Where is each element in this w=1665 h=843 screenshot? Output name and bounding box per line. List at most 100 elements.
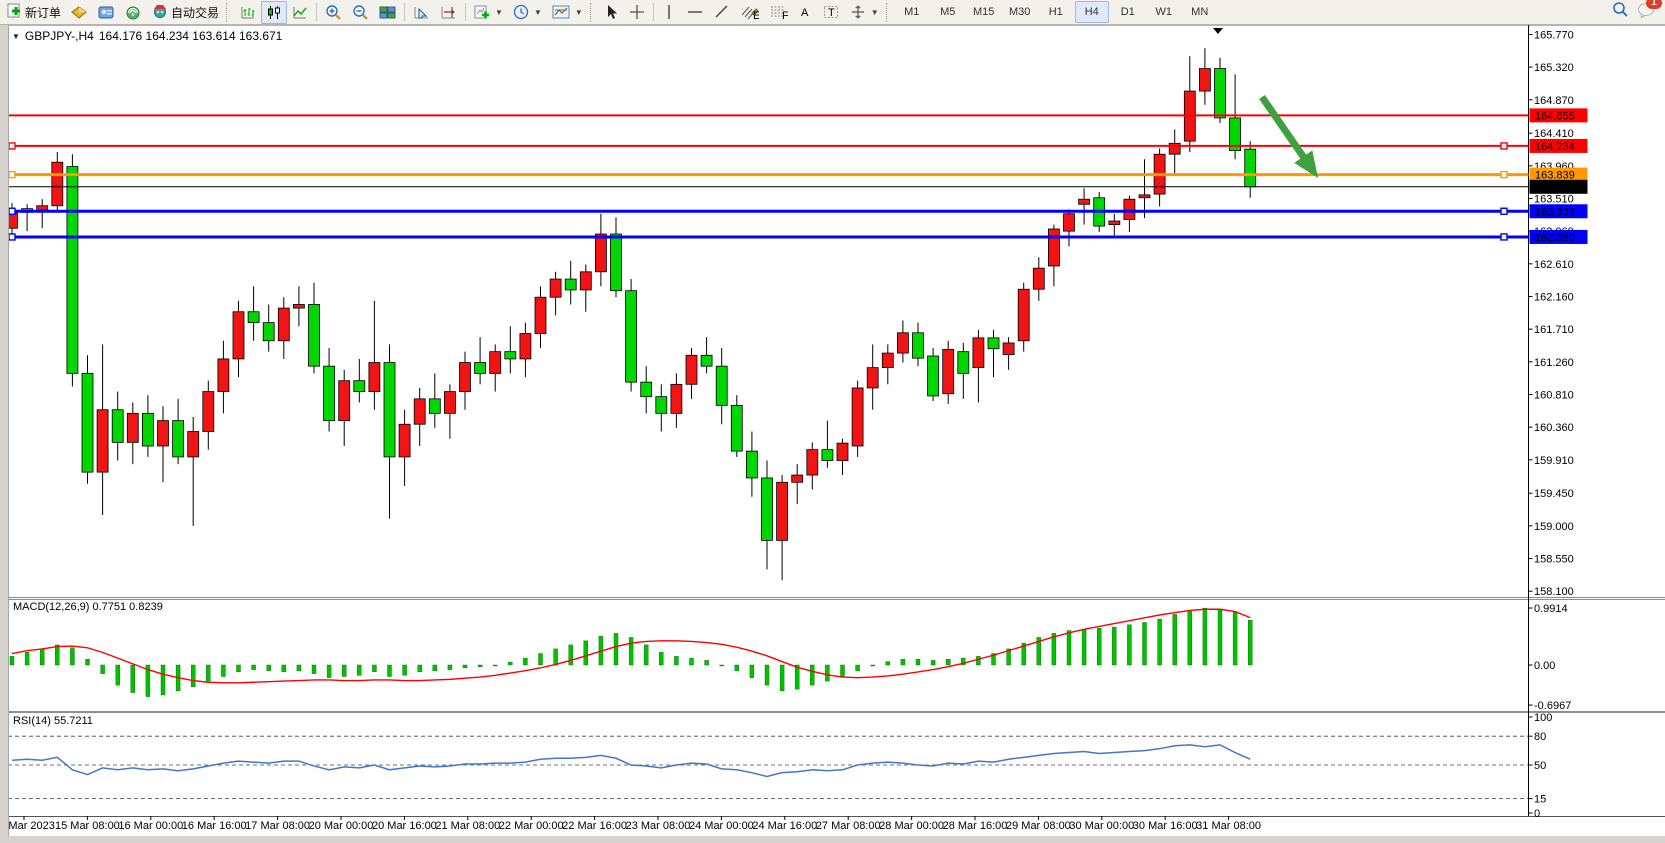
chart-background bbox=[8, 25, 1665, 836]
candle-body bbox=[655, 396, 668, 414]
arrows-tool-button[interactable]: ▼ bbox=[845, 1, 884, 24]
timeframe-mn[interactable]: MN bbox=[1191, 6, 1209, 18]
macd-histogram-bar bbox=[1021, 642, 1026, 666]
notifications-button[interactable]: 1 bbox=[1637, 0, 1662, 23]
line-chart-mode-button[interactable] bbox=[287, 1, 313, 24]
macd-histogram-bar bbox=[961, 657, 966, 666]
zoom-out-button[interactable] bbox=[347, 1, 374, 24]
macd-histogram-bar bbox=[357, 664, 362, 676]
chart-title-collapse-icon[interactable]: ▼ bbox=[12, 31, 20, 41]
new-order-icon bbox=[7, 3, 22, 21]
candle-body bbox=[474, 362, 487, 374]
macd-histogram-bar bbox=[251, 664, 256, 670]
price-line-label: 164.655 bbox=[1535, 110, 1575, 122]
timeframe-h4[interactable]: H4 bbox=[1074, 1, 1109, 23]
vertical-line-tool-button[interactable] bbox=[657, 1, 681, 24]
window-edge-bottom bbox=[0, 836, 1665, 843]
search-icon[interactable] bbox=[1612, 1, 1629, 23]
price-line-handle[interactable] bbox=[1500, 170, 1508, 179]
macd-histogram-bar bbox=[326, 664, 332, 678]
timeframe-m5[interactable]: M5 bbox=[940, 6, 956, 18]
date-label: 29 Mar 08:00 bbox=[1006, 820, 1071, 832]
macd-histogram-bar bbox=[1081, 629, 1087, 666]
timeframe-h1[interactable]: H1 bbox=[1048, 6, 1063, 18]
macd-histogram-bar bbox=[296, 664, 302, 671]
crosshair-tool-button[interactable] bbox=[624, 1, 650, 24]
tile-windows-icon bbox=[379, 6, 396, 18]
line-chart-icon bbox=[293, 6, 307, 18]
text-tool-button[interactable]: A bbox=[793, 1, 818, 24]
price-line-handle[interactable] bbox=[1500, 233, 1508, 241]
new-order-button[interactable]: 新订单 bbox=[2, 1, 66, 24]
strategy-tester-button[interactable] bbox=[120, 1, 147, 24]
macd-histogram-bar bbox=[1066, 630, 1072, 666]
macd-indicator-label: MACD(12,26,9) 0.7751 0.8239 bbox=[13, 601, 163, 613]
date-label: 22 Mar 00:00 bbox=[499, 820, 564, 832]
price-line-handle[interactable] bbox=[1500, 207, 1508, 215]
toolbar-drag-handle[interactable] bbox=[226, 3, 232, 21]
macd-histogram-bar bbox=[1051, 633, 1057, 666]
macd-histogram-bar bbox=[749, 664, 755, 678]
toolbar-drag-handle[interactable] bbox=[885, 3, 892, 21]
candle-body bbox=[761, 477, 773, 541]
timeframe-m30[interactable]: M30 bbox=[1009, 6, 1031, 18]
toolbar-drag-handle[interactable] bbox=[589, 3, 596, 21]
candle-body bbox=[1123, 198, 1136, 220]
dropdown-caret-icon: ▼ bbox=[870, 7, 879, 17]
date-label: 24 Mar 16:00 bbox=[752, 820, 817, 832]
candle-body bbox=[459, 362, 471, 392]
candle-body bbox=[368, 362, 381, 392]
macd-histogram-bar bbox=[40, 648, 45, 666]
price-tick-label: 159.910 bbox=[1534, 455, 1574, 467]
fibonacci-tool-button[interactable]: F bbox=[764, 1, 793, 24]
macd-histogram-bar bbox=[55, 644, 60, 666]
candle-body bbox=[81, 373, 94, 473]
new-chart-button[interactable]: ▼ bbox=[469, 1, 508, 24]
periods-button[interactable]: ▼ bbox=[508, 1, 547, 24]
price-line-handle[interactable] bbox=[1500, 142, 1508, 150]
price-line-handle[interactable] bbox=[8, 233, 16, 241]
equidistant-channel-tool-button[interactable]: E bbox=[735, 1, 764, 24]
fibonacci-icon: F bbox=[770, 6, 788, 20]
text-label-tool-button[interactable]: T bbox=[818, 1, 845, 24]
price-line-handle[interactable] bbox=[8, 207, 16, 215]
ohlc-values-label: 164.176 164.234 163.614 163.671 bbox=[98, 29, 283, 43]
tile-windows-button[interactable] bbox=[374, 1, 401, 24]
candlestick-mode-button[interactable] bbox=[261, 0, 288, 24]
macd-histogram-bar bbox=[734, 664, 739, 671]
candle-body bbox=[187, 431, 200, 458]
macd-histogram-bar bbox=[372, 664, 377, 673]
price-tick-label: 160.810 bbox=[1534, 389, 1574, 401]
macd-histogram-bar bbox=[1187, 610, 1193, 666]
cursor-tool-button[interactable] bbox=[599, 1, 624, 24]
candle-body bbox=[1138, 194, 1151, 199]
price-line-handle[interactable] bbox=[8, 170, 16, 179]
autotrading-button[interactable]: 自动交易 bbox=[147, 1, 224, 24]
candle-body bbox=[323, 365, 336, 422]
timeframe-m15[interactable]: M15 bbox=[973, 6, 995, 18]
timeframe-m1[interactable]: M1 bbox=[904, 6, 920, 18]
auto-scroll-button[interactable] bbox=[408, 1, 435, 24]
price-line-handle[interactable] bbox=[8, 142, 16, 150]
chart-shift-marker[interactable] bbox=[1213, 28, 1223, 34]
templates-button[interactable]: ▼ bbox=[547, 1, 588, 24]
svg-text:T: T bbox=[828, 7, 835, 19]
zoom-in-button[interactable] bbox=[320, 1, 347, 24]
macd-tick-label: 0.9914 bbox=[1534, 603, 1568, 615]
trendline-tool-button[interactable] bbox=[709, 1, 735, 24]
macd-histogram-bar bbox=[583, 640, 588, 666]
market-watch-button[interactable] bbox=[66, 1, 93, 24]
chart-shift-button[interactable] bbox=[435, 1, 462, 24]
macd-histogram-bar bbox=[85, 659, 90, 666]
date-label: 16 Mar 00:00 bbox=[118, 820, 183, 832]
timeframe-w1[interactable]: W1 bbox=[1155, 6, 1172, 18]
price-tick-label: 164.410 bbox=[1534, 128, 1574, 140]
horizontal-line-tool-button[interactable] bbox=[681, 1, 709, 24]
timeframe-d1[interactable]: D1 bbox=[1120, 6, 1135, 18]
terminal-panel-button[interactable] bbox=[93, 1, 120, 24]
price-line-label-box bbox=[1529, 167, 1588, 182]
trend-arrow-annotation[interactable] bbox=[1259, 95, 1318, 178]
bar-chart-mode-button[interactable] bbox=[235, 1, 261, 24]
